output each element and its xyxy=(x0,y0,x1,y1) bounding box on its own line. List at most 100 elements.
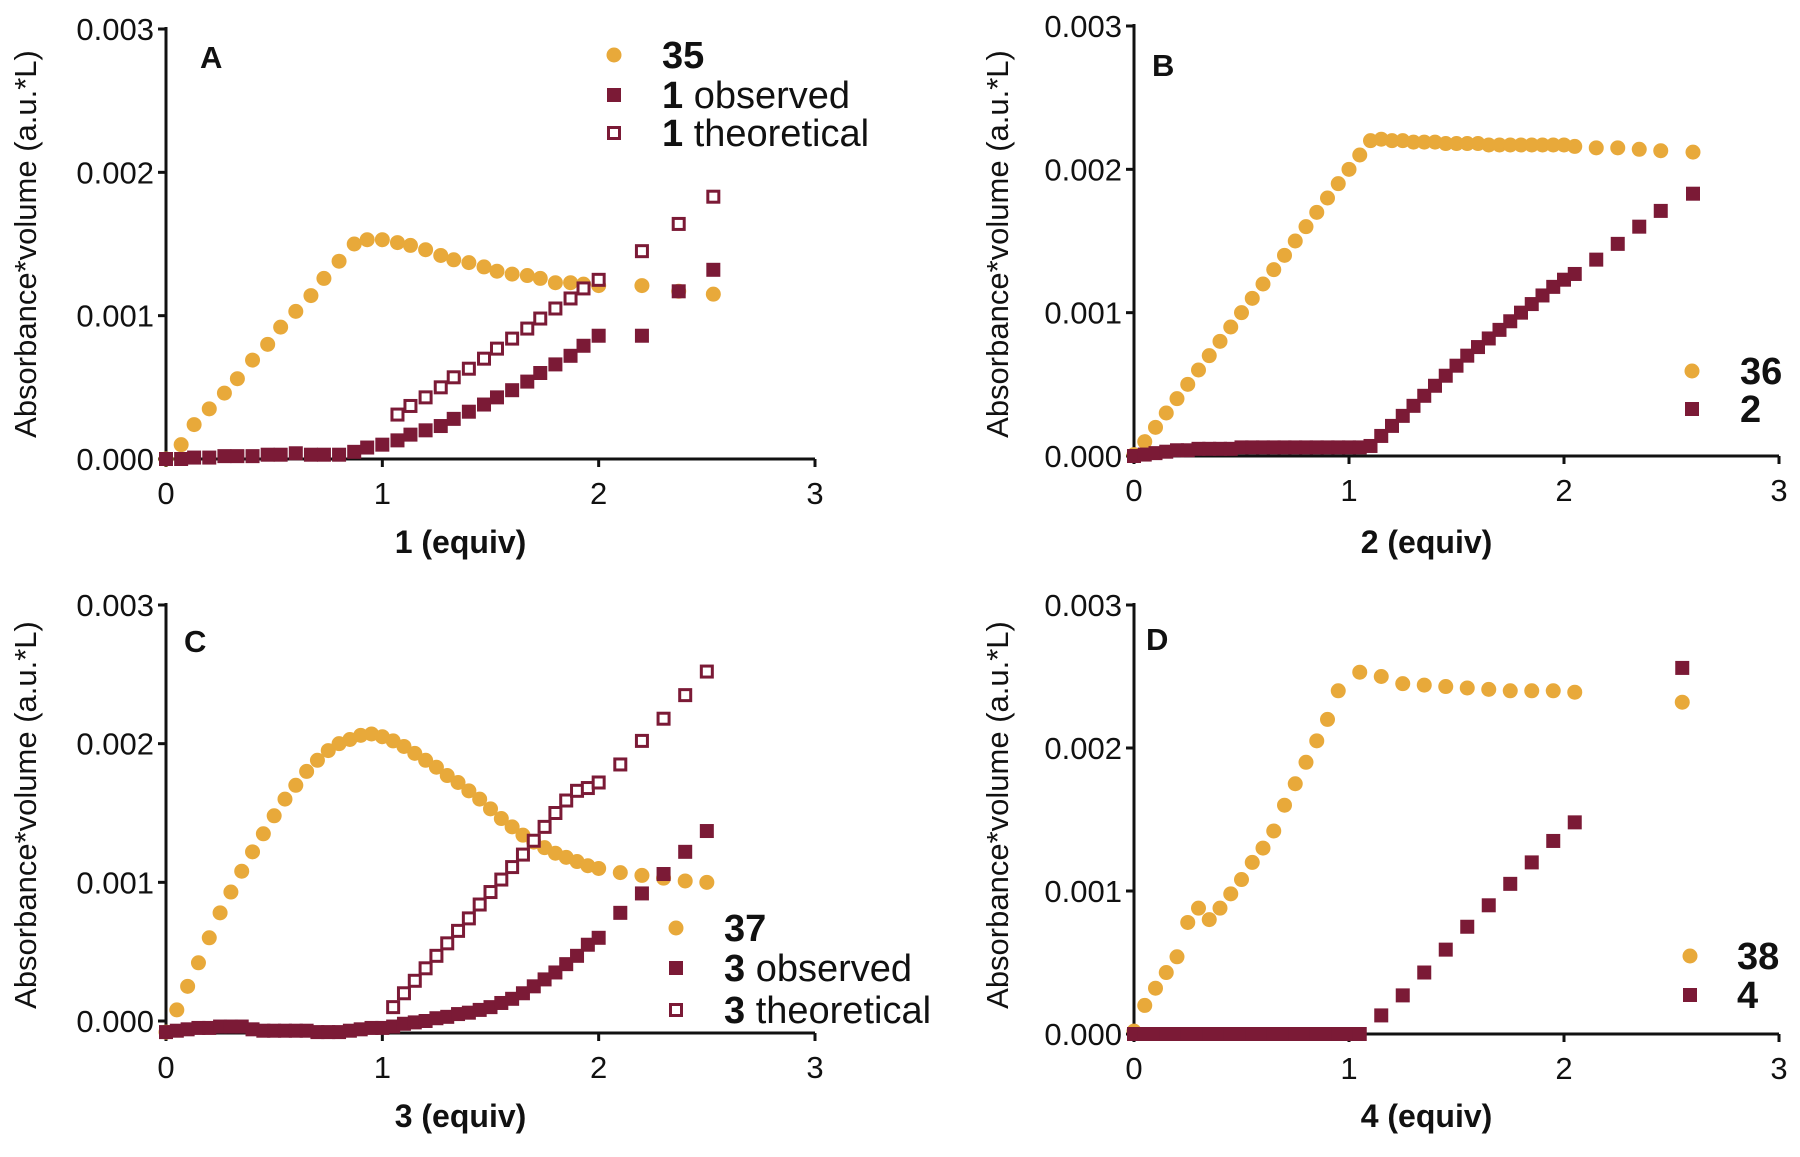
data-point xyxy=(1223,319,1239,335)
data-point xyxy=(1428,378,1442,393)
data-point xyxy=(321,1025,336,1040)
data-point xyxy=(1567,266,1582,281)
y-tick-label: 0.000 xyxy=(76,442,154,477)
data-point xyxy=(1535,288,1550,303)
data-point xyxy=(1320,1027,1335,1041)
data-point xyxy=(461,404,476,419)
data-point xyxy=(1331,440,1346,455)
data-point xyxy=(229,371,245,387)
data-point xyxy=(1395,988,1410,1003)
data-point xyxy=(1352,664,1368,680)
data-point xyxy=(1180,1027,1195,1041)
data-point xyxy=(1299,1027,1313,1041)
legend-marker xyxy=(669,1003,683,1017)
data-point xyxy=(191,1020,206,1035)
data-point xyxy=(429,1011,444,1026)
data-point xyxy=(260,336,276,352)
data-point xyxy=(288,303,304,319)
data-point xyxy=(1223,441,1238,456)
x-tick-label: 3 xyxy=(1770,1051,1787,1086)
data-point xyxy=(359,232,375,248)
data-point xyxy=(1460,348,1475,363)
data-point xyxy=(1459,680,1475,696)
data-point xyxy=(451,1007,466,1022)
data-point xyxy=(489,263,505,279)
data-point xyxy=(559,793,574,808)
data-point xyxy=(671,284,686,299)
data-point xyxy=(201,401,217,417)
data-point xyxy=(201,930,217,946)
panel-c: 0.000 0.001 0.002 0.003 0 1 2 3 3 (equiv) Absorba… xyxy=(8,588,931,1134)
data-point xyxy=(288,446,303,461)
data-point xyxy=(1653,203,1668,218)
data-point xyxy=(1180,914,1196,930)
data-point xyxy=(1277,440,1292,455)
data-point xyxy=(1438,136,1454,152)
data-point xyxy=(612,865,628,881)
series-2 xyxy=(1127,186,1700,463)
panel-d: 0.000 0.001 0.002 0.003 0 1 2 3 4 (equiv) Absorba… xyxy=(980,588,1788,1134)
data-point xyxy=(1567,815,1582,830)
data-point xyxy=(440,1009,455,1024)
data-point xyxy=(202,1020,217,1035)
data-point xyxy=(320,743,336,759)
y-tick-label: 0.001 xyxy=(1044,296,1122,331)
data-point xyxy=(403,398,418,413)
data-point xyxy=(440,936,455,951)
legend-label: 3 observed xyxy=(724,948,912,990)
data-point xyxy=(699,664,714,679)
data-point xyxy=(1502,137,1518,153)
data-point xyxy=(1416,134,1432,150)
data-point xyxy=(169,1023,184,1038)
y-tick-label: 0.002 xyxy=(76,727,154,762)
data-point xyxy=(1277,1027,1292,1041)
data-point xyxy=(580,937,595,952)
data-point xyxy=(234,1019,249,1034)
data-point xyxy=(1223,1027,1238,1041)
data-point xyxy=(1524,297,1539,312)
data-point xyxy=(1417,388,1432,403)
data-point xyxy=(1567,138,1583,154)
data-point xyxy=(1256,440,1270,455)
data-point xyxy=(389,235,405,251)
y-tick-label: 0.000 xyxy=(76,1004,154,1039)
data-point xyxy=(1460,919,1475,934)
data-point xyxy=(1406,134,1421,150)
data-point xyxy=(1514,305,1528,320)
x-tick-label: 2 xyxy=(1555,1051,1572,1086)
data-point xyxy=(634,867,650,883)
data-point xyxy=(1675,660,1690,675)
data-point xyxy=(1502,683,1518,699)
data-point xyxy=(548,357,563,372)
data-point xyxy=(699,824,714,839)
data-point xyxy=(520,374,535,389)
data-point xyxy=(310,1025,325,1040)
data-point xyxy=(489,341,504,356)
data-point xyxy=(433,247,449,263)
x-tick-label: 2 xyxy=(1555,473,1572,508)
legend-label-number: 2 xyxy=(1740,389,1761,431)
data-point xyxy=(483,885,498,900)
data-point xyxy=(634,328,649,343)
series-3-theoretical xyxy=(386,664,714,1015)
data-point xyxy=(559,957,574,972)
data-point xyxy=(212,905,228,921)
data-point xyxy=(360,440,375,455)
data-point xyxy=(1320,190,1335,206)
y-axis-title: Absorbance*volume (a.u.*L) xyxy=(980,621,1015,1009)
x-tick-label: 3 xyxy=(1770,473,1787,508)
data-point xyxy=(671,216,686,231)
data-point xyxy=(494,995,509,1010)
data-point xyxy=(1567,684,1583,700)
data-point xyxy=(515,986,530,1001)
y-tick-label: 0.003 xyxy=(76,588,154,623)
data-point xyxy=(1234,440,1249,455)
data-point xyxy=(418,752,434,768)
series-3-observed xyxy=(159,824,714,1040)
legend-label-number: 1 xyxy=(662,113,683,155)
data-point xyxy=(374,232,390,248)
data-point xyxy=(1287,233,1303,249)
data-point xyxy=(1201,348,1217,364)
series-4 xyxy=(1127,660,1690,1041)
